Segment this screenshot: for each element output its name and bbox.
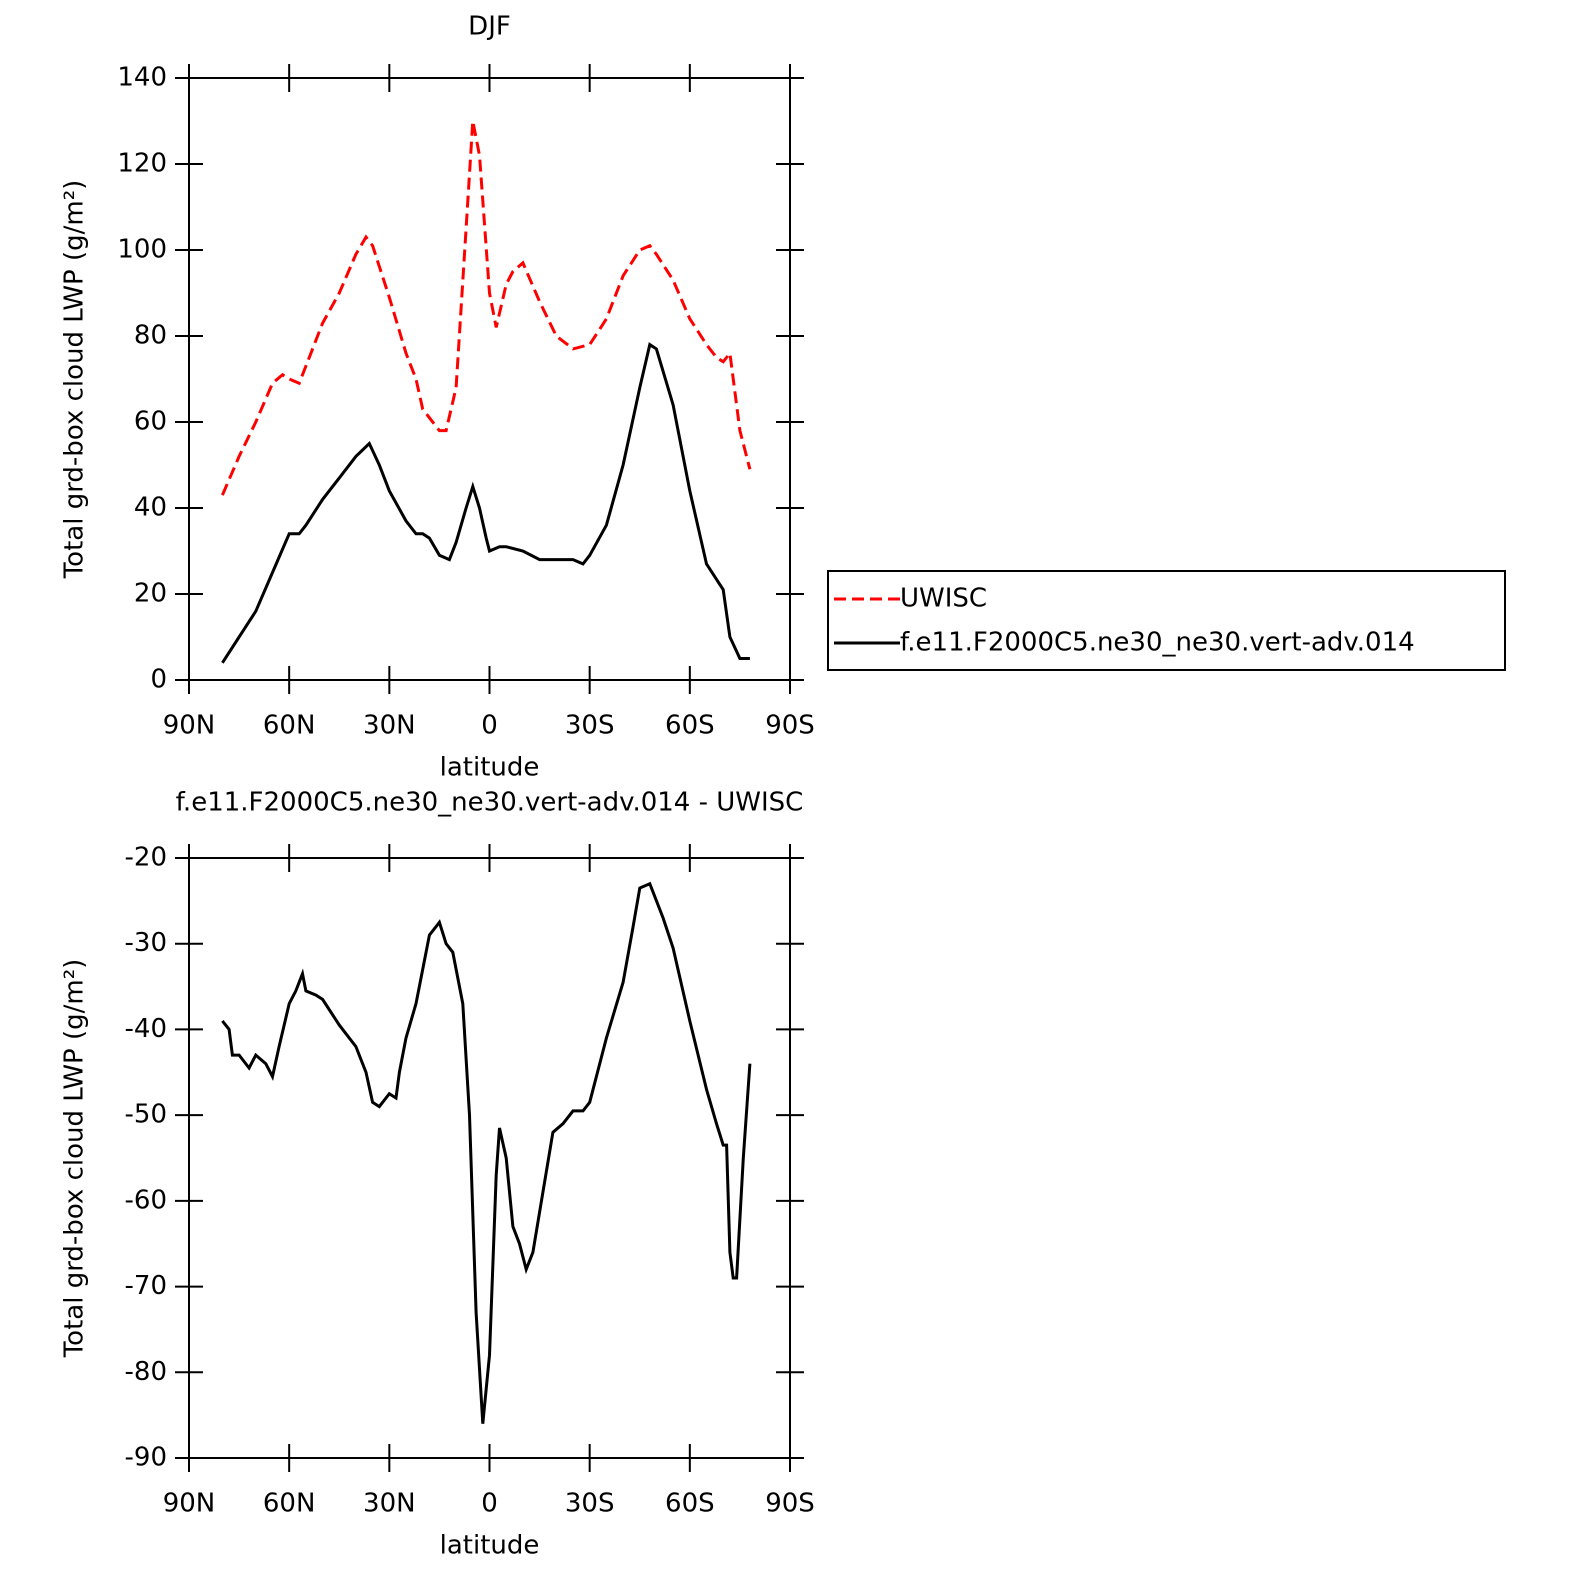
y-tick-label: 140	[117, 63, 167, 93]
y-tick-label: 20	[134, 579, 167, 609]
legend: UWISC f.e11.F2000C5.ne30_ne30.vert-adv.01…	[827, 570, 1506, 671]
y-tick-label: 80	[134, 321, 167, 351]
plot: DJF 0 20 40 60 80 100 120 140 90N 60N 30N 0 30S 60S 90S…	[60, 12, 1506, 783]
x-tick-label: 60N	[263, 1489, 316, 1519]
x-tick-label: 60S	[665, 1489, 715, 1519]
x-tick-label: 90N	[163, 711, 216, 741]
x-tick-label: 0	[481, 711, 498, 741]
plot-frame	[188, 857, 791, 1459]
y-tick-label: -90	[125, 1443, 167, 1473]
y-tick-label: -20	[125, 843, 167, 873]
x-tick-label: 90S	[765, 711, 815, 741]
legend-box	[827, 570, 1506, 671]
data-line	[221, 881, 752, 1424]
x-tick-label: 90N	[163, 1489, 216, 1519]
y-tick-label: 60	[134, 407, 167, 437]
y-axis-label: Total grd-box cloud LWP (g/m²)	[60, 180, 90, 580]
y-tick-label: 0	[150, 665, 167, 695]
x-tick-label: 30N	[363, 1489, 416, 1519]
y-tick-label: 120	[117, 149, 167, 179]
y-tick-label: 100	[117, 235, 167, 265]
chart-title: f.e11.F2000C5.ne30_ne30.vert-adv.014 - U…	[176, 788, 804, 818]
y-tick-label: -30	[125, 928, 167, 958]
data-line	[221, 120, 752, 496]
x-tick-label: 30S	[565, 1489, 615, 1519]
x-axis-label: latitude	[440, 753, 540, 783]
legend-label: UWISC	[900, 584, 987, 614]
legend-label: f.e11.F2000C5.ne30_ne30.vert-adv.014	[900, 628, 1415, 658]
y-tick-label: 40	[134, 493, 167, 523]
plot-frame	[188, 77, 791, 681]
chart-title: DJF	[468, 12, 511, 42]
y-tick-label: -70	[125, 1271, 167, 1301]
x-tick-label: 30S	[565, 711, 615, 741]
y-tick-label: -40	[125, 1014, 167, 1044]
data-line	[221, 342, 750, 664]
x-tick-label: 60S	[665, 711, 715, 741]
x-tick-label: 60N	[263, 711, 316, 741]
y-tick-label: -80	[125, 1357, 167, 1387]
x-tick-label: 30N	[363, 711, 416, 741]
x-tick-label: 90S	[765, 1489, 815, 1519]
y-tick-label: -60	[125, 1185, 167, 1215]
plot: f.e11.F2000C5.ne30_ne30.vert-adv.014 - U…	[60, 788, 815, 1561]
y-tick-label: -50	[125, 1100, 167, 1130]
x-tick-label: 0	[481, 1489, 498, 1519]
x-axis-label: latitude	[440, 1531, 540, 1561]
y-axis-label: Total grd-box cloud LWP (g/m²)	[60, 959, 90, 1359]
